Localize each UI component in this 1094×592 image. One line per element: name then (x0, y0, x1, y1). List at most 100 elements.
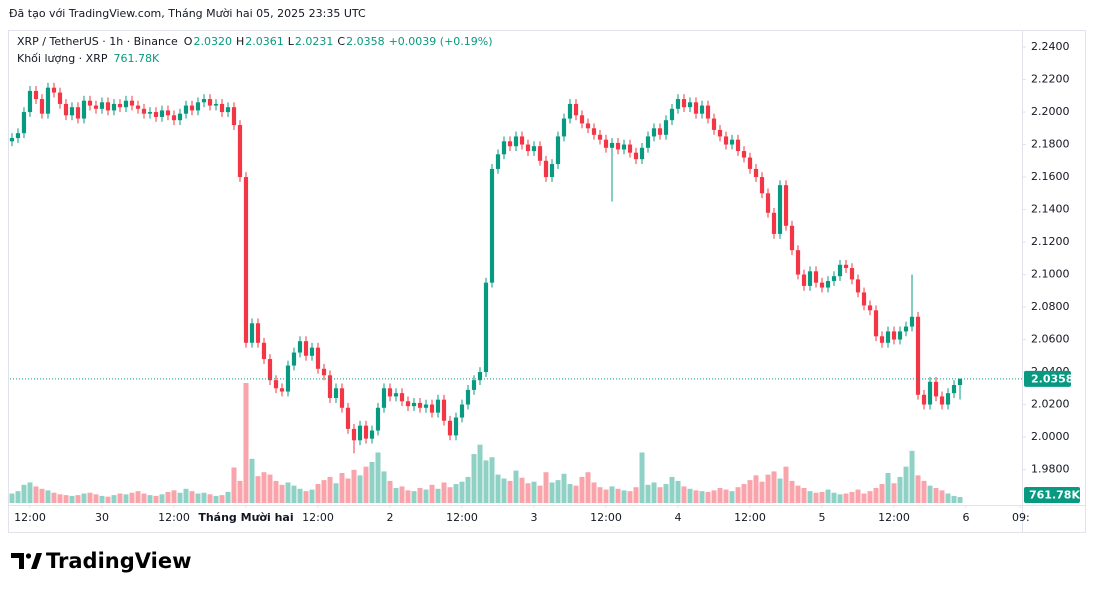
volume-bar (795, 485, 801, 503)
volume-bar (957, 496, 963, 503)
volume-bar (9, 493, 15, 503)
volume-bar (939, 490, 945, 503)
volume-bar (243, 383, 249, 503)
volume-bar (183, 488, 189, 503)
volume-bar (873, 488, 879, 503)
candle-body (501, 141, 507, 155)
candle-body (801, 274, 807, 286)
candle-body (525, 144, 531, 152)
last-price-label: 2.0358 (1031, 372, 1073, 385)
volume-bar (87, 492, 93, 503)
candle-body (651, 128, 657, 137)
candle-body (663, 120, 669, 135)
candle-body (705, 105, 711, 119)
candle-body (543, 160, 549, 178)
volume-bar (777, 478, 783, 503)
candle-body (627, 144, 633, 153)
candle-body (351, 428, 357, 441)
candle-body (15, 133, 21, 139)
volume-bar (915, 475, 921, 503)
candle-body (393, 393, 399, 397)
last-price-tag (1024, 370, 1071, 387)
volume-bar (231, 467, 237, 503)
candle-body (897, 331, 903, 340)
volume-bar (555, 480, 561, 503)
candle-body (441, 399, 447, 421)
volume-bar (591, 482, 597, 503)
candle-body (603, 139, 609, 148)
volume-bar (831, 492, 837, 503)
volume-bar (417, 488, 423, 503)
volume-bar (513, 470, 519, 503)
x-tick-label: 3 (531, 511, 538, 524)
candle-body (183, 105, 189, 114)
candle-body (861, 292, 867, 306)
volume-bar (519, 477, 525, 503)
candle-body (357, 425, 363, 441)
candle-body (141, 108, 147, 114)
volume-bar (459, 481, 465, 503)
volume-bar (879, 484, 885, 503)
candle-body (285, 365, 291, 392)
candle-body (261, 342, 267, 360)
logo-mark (25, 553, 32, 559)
candle-body (555, 136, 561, 165)
volume-bar (381, 471, 387, 503)
y-tick-label: 2.0000 (1031, 430, 1070, 443)
x-tick-label: 12:00 (446, 511, 478, 524)
y-tick-label: 2.0200 (1031, 398, 1070, 411)
volume-bar (255, 476, 261, 503)
volume-bar (825, 489, 831, 503)
candle-body (843, 264, 849, 269)
volume-bar (693, 490, 699, 503)
volume-bar (933, 488, 939, 503)
candle-body (741, 151, 747, 158)
y-tick-label: 2.2200 (1031, 73, 1070, 86)
volume-bar (837, 494, 843, 503)
volume-bar (945, 493, 951, 503)
volume-bar (561, 473, 567, 503)
brand: TradingView (46, 549, 191, 573)
x-tick-label: 12:00 (590, 511, 622, 524)
candle-body (735, 139, 741, 152)
volume-bar (495, 474, 501, 503)
candle-body (825, 281, 831, 288)
candle-body (21, 112, 27, 134)
candle-body (831, 276, 837, 282)
candle-body (699, 105, 705, 114)
last-volume-tag (1024, 487, 1080, 503)
candle-body (279, 388, 285, 392)
candle-body (297, 341, 303, 353)
candle-body (621, 144, 627, 150)
volume-bar (303, 491, 309, 503)
volume-bar (633, 487, 639, 503)
y-tick-label: 2.1400 (1031, 203, 1070, 216)
x-tick-label: 12:00 (734, 511, 766, 524)
volume-bar (189, 491, 195, 503)
candle-body (867, 305, 873, 311)
x-tick-label: 09: (1012, 511, 1030, 524)
volume-bar (159, 494, 165, 503)
candle-body (159, 110, 165, 117)
volume-bar (483, 460, 489, 503)
candle-body (315, 347, 321, 369)
candle-body (405, 401, 411, 407)
volume-bar (801, 488, 807, 503)
candle-body (495, 154, 501, 169)
volume-bar (213, 495, 219, 503)
volume-bar (543, 472, 549, 503)
chart-frame (8, 30, 1086, 533)
candle-body (381, 388, 387, 408)
volume-bar (525, 483, 531, 503)
candle-body (795, 250, 801, 275)
x-tick-label: 2 (386, 511, 393, 524)
candle-body (321, 368, 327, 376)
volume-bar (405, 490, 411, 503)
candle-body (957, 378, 963, 386)
candle-body (459, 404, 465, 418)
volume-bar (549, 482, 555, 503)
volume-bar (327, 476, 333, 503)
volume-bar (429, 484, 435, 503)
